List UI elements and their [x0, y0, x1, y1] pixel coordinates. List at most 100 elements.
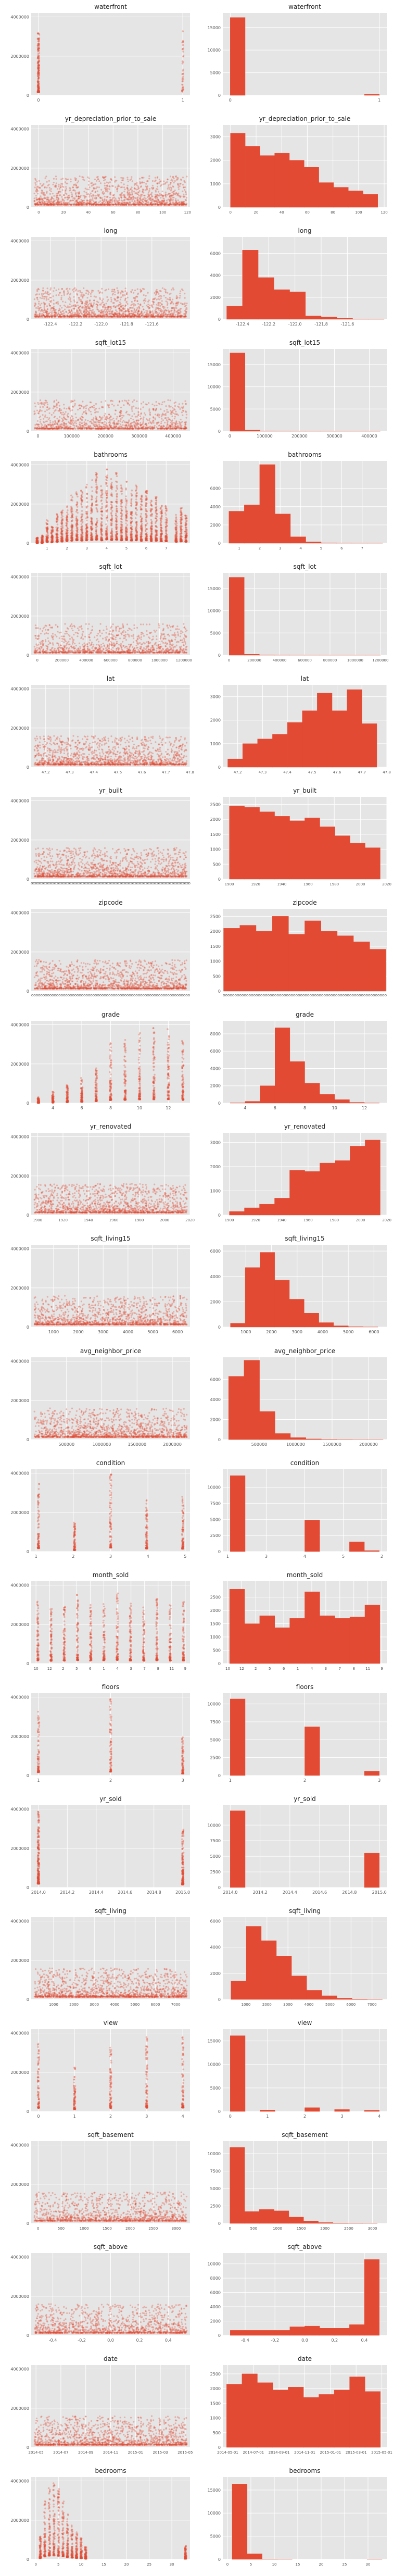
data-point — [117, 203, 120, 205]
data-point — [37, 201, 40, 203]
data-point — [166, 316, 168, 318]
data-point — [166, 201, 168, 204]
data-point — [167, 421, 169, 424]
data-point — [44, 315, 46, 318]
data-point — [92, 204, 94, 206]
data-point — [63, 315, 65, 317]
chart-title: sqft_lot15 — [289, 339, 320, 346]
data-point — [134, 315, 136, 317]
data-point — [145, 200, 147, 202]
data-point — [117, 428, 119, 430]
data-point — [126, 427, 129, 429]
data-point — [150, 201, 153, 203]
data-point — [37, 48, 39, 51]
data-point — [156, 194, 158, 196]
data-point — [100, 315, 102, 317]
data-point — [121, 316, 123, 318]
data-point — [107, 288, 110, 290]
data-point — [90, 293, 92, 295]
data-point — [41, 537, 43, 540]
data-point — [35, 203, 37, 205]
data-point — [169, 202, 171, 204]
data-point — [61, 316, 63, 318]
data-point — [116, 428, 118, 430]
data-point — [66, 426, 68, 429]
data-point — [35, 427, 37, 429]
data-point — [107, 405, 109, 407]
data-point — [81, 428, 83, 430]
histogram-bar — [230, 17, 246, 96]
data-point — [37, 87, 40, 90]
data-point — [97, 203, 100, 205]
data-point — [35, 537, 38, 540]
data-point — [59, 316, 61, 318]
data-point — [64, 315, 66, 317]
data-point — [108, 204, 110, 206]
data-point — [37, 68, 40, 70]
data-point — [133, 399, 135, 401]
data-point — [79, 428, 81, 430]
data-point — [181, 421, 183, 423]
data-point — [103, 179, 105, 182]
data-point — [93, 187, 95, 189]
data-point — [45, 537, 47, 540]
data-point — [42, 428, 44, 430]
data-point — [37, 64, 40, 66]
data-point — [41, 542, 43, 544]
data-point — [118, 202, 120, 204]
data-point — [93, 405, 95, 407]
data-point — [88, 307, 90, 309]
data-point — [138, 316, 141, 318]
data-point — [143, 427, 145, 429]
data-point — [68, 422, 70, 424]
data-point — [116, 300, 118, 302]
data-point — [122, 194, 124, 196]
data-point — [139, 182, 141, 185]
data-point — [86, 314, 88, 316]
data-point — [119, 427, 121, 429]
data-point — [162, 315, 164, 317]
data-point — [65, 189, 67, 191]
data-point — [103, 200, 105, 202]
data-point — [65, 418, 67, 420]
data-point — [177, 194, 179, 196]
data-point — [55, 313, 57, 315]
data-point — [82, 411, 84, 414]
data-point — [133, 314, 135, 316]
data-point — [166, 194, 168, 196]
data-point — [120, 406, 122, 408]
data-point — [46, 201, 48, 203]
data-point — [106, 203, 108, 205]
data-point — [67, 412, 69, 415]
data-point — [175, 427, 177, 429]
data-point — [87, 189, 90, 191]
histogram-bar — [230, 353, 246, 432]
data-point — [184, 400, 186, 402]
data-point — [139, 181, 141, 183]
data-point — [119, 414, 121, 416]
data-point — [128, 311, 130, 313]
data-point — [54, 311, 56, 313]
data-point — [47, 535, 49, 538]
data-point — [93, 187, 95, 189]
data-point — [83, 202, 86, 204]
data-point — [179, 196, 182, 198]
data-point — [90, 295, 92, 297]
data-point — [111, 294, 113, 296]
y-tick-label: 1000 — [210, 182, 221, 186]
data-point — [45, 311, 47, 313]
data-point — [98, 424, 100, 426]
data-point — [141, 290, 143, 292]
data-point — [41, 540, 43, 542]
data-point — [36, 541, 39, 543]
data-point — [38, 86, 40, 88]
data-point — [91, 306, 94, 308]
data-point — [119, 415, 121, 417]
data-point — [167, 187, 169, 190]
x-tick-label: 60 — [111, 210, 116, 215]
data-point — [161, 194, 163, 196]
x-tick-label: -122.2 — [262, 322, 275, 327]
data-point — [180, 316, 182, 318]
data-point — [38, 90, 41, 92]
data-point — [149, 188, 151, 190]
